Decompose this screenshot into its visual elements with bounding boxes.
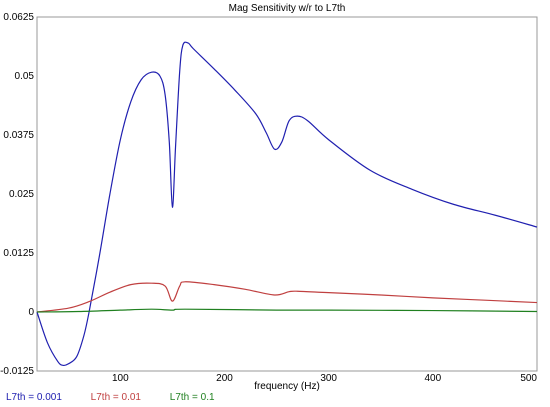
x-tick-label: 200 <box>216 373 233 384</box>
y-tick-label: 0.0625 <box>3 12 34 23</box>
x-tick-label: 400 <box>424 373 441 384</box>
x-axis-label: frequency (Hz) <box>254 381 320 392</box>
legend-item-series-3: L7th = 0.1 <box>169 392 215 403</box>
series-line-2 <box>36 281 538 313</box>
series-line-1 <box>36 41 538 367</box>
y-tick-label: 0 <box>28 307 34 318</box>
x-tick-label: 500 <box>520 373 537 384</box>
legend-item-series-2: L7th = 0.01 <box>90 392 141 403</box>
x-tick-label: 100 <box>112 373 129 384</box>
legend: L7th = 0.001 L7th = 0.01 L7th = 0.1 <box>6 392 241 403</box>
chart-canvas: Mag Sensitivity w/r to L7th -0.0125 0 0.01… <box>0 3 538 392</box>
x-axis-ticks: 100 200 300 400 500 <box>112 373 537 384</box>
y-tick-label: -0.0125 <box>0 366 34 377</box>
y-tick-label: 0.025 <box>9 189 34 200</box>
plot-area <box>36 16 538 372</box>
legend-item-series-1: L7th = 0.001 <box>6 392 62 403</box>
x-tick-label: 300 <box>320 373 337 384</box>
series-line-3 <box>36 308 538 313</box>
y-tick-label: 0.05 <box>15 71 35 82</box>
y-axis-ticks: -0.0125 0 0.0125 0.025 0.0375 0.05 0.0625 <box>0 12 34 377</box>
series-lines <box>36 41 538 367</box>
y-tick-label: 0.0125 <box>3 248 34 259</box>
y-tick-label: 0.0375 <box>3 130 34 141</box>
chart-title: Mag Sensitivity w/r to L7th <box>229 3 346 14</box>
